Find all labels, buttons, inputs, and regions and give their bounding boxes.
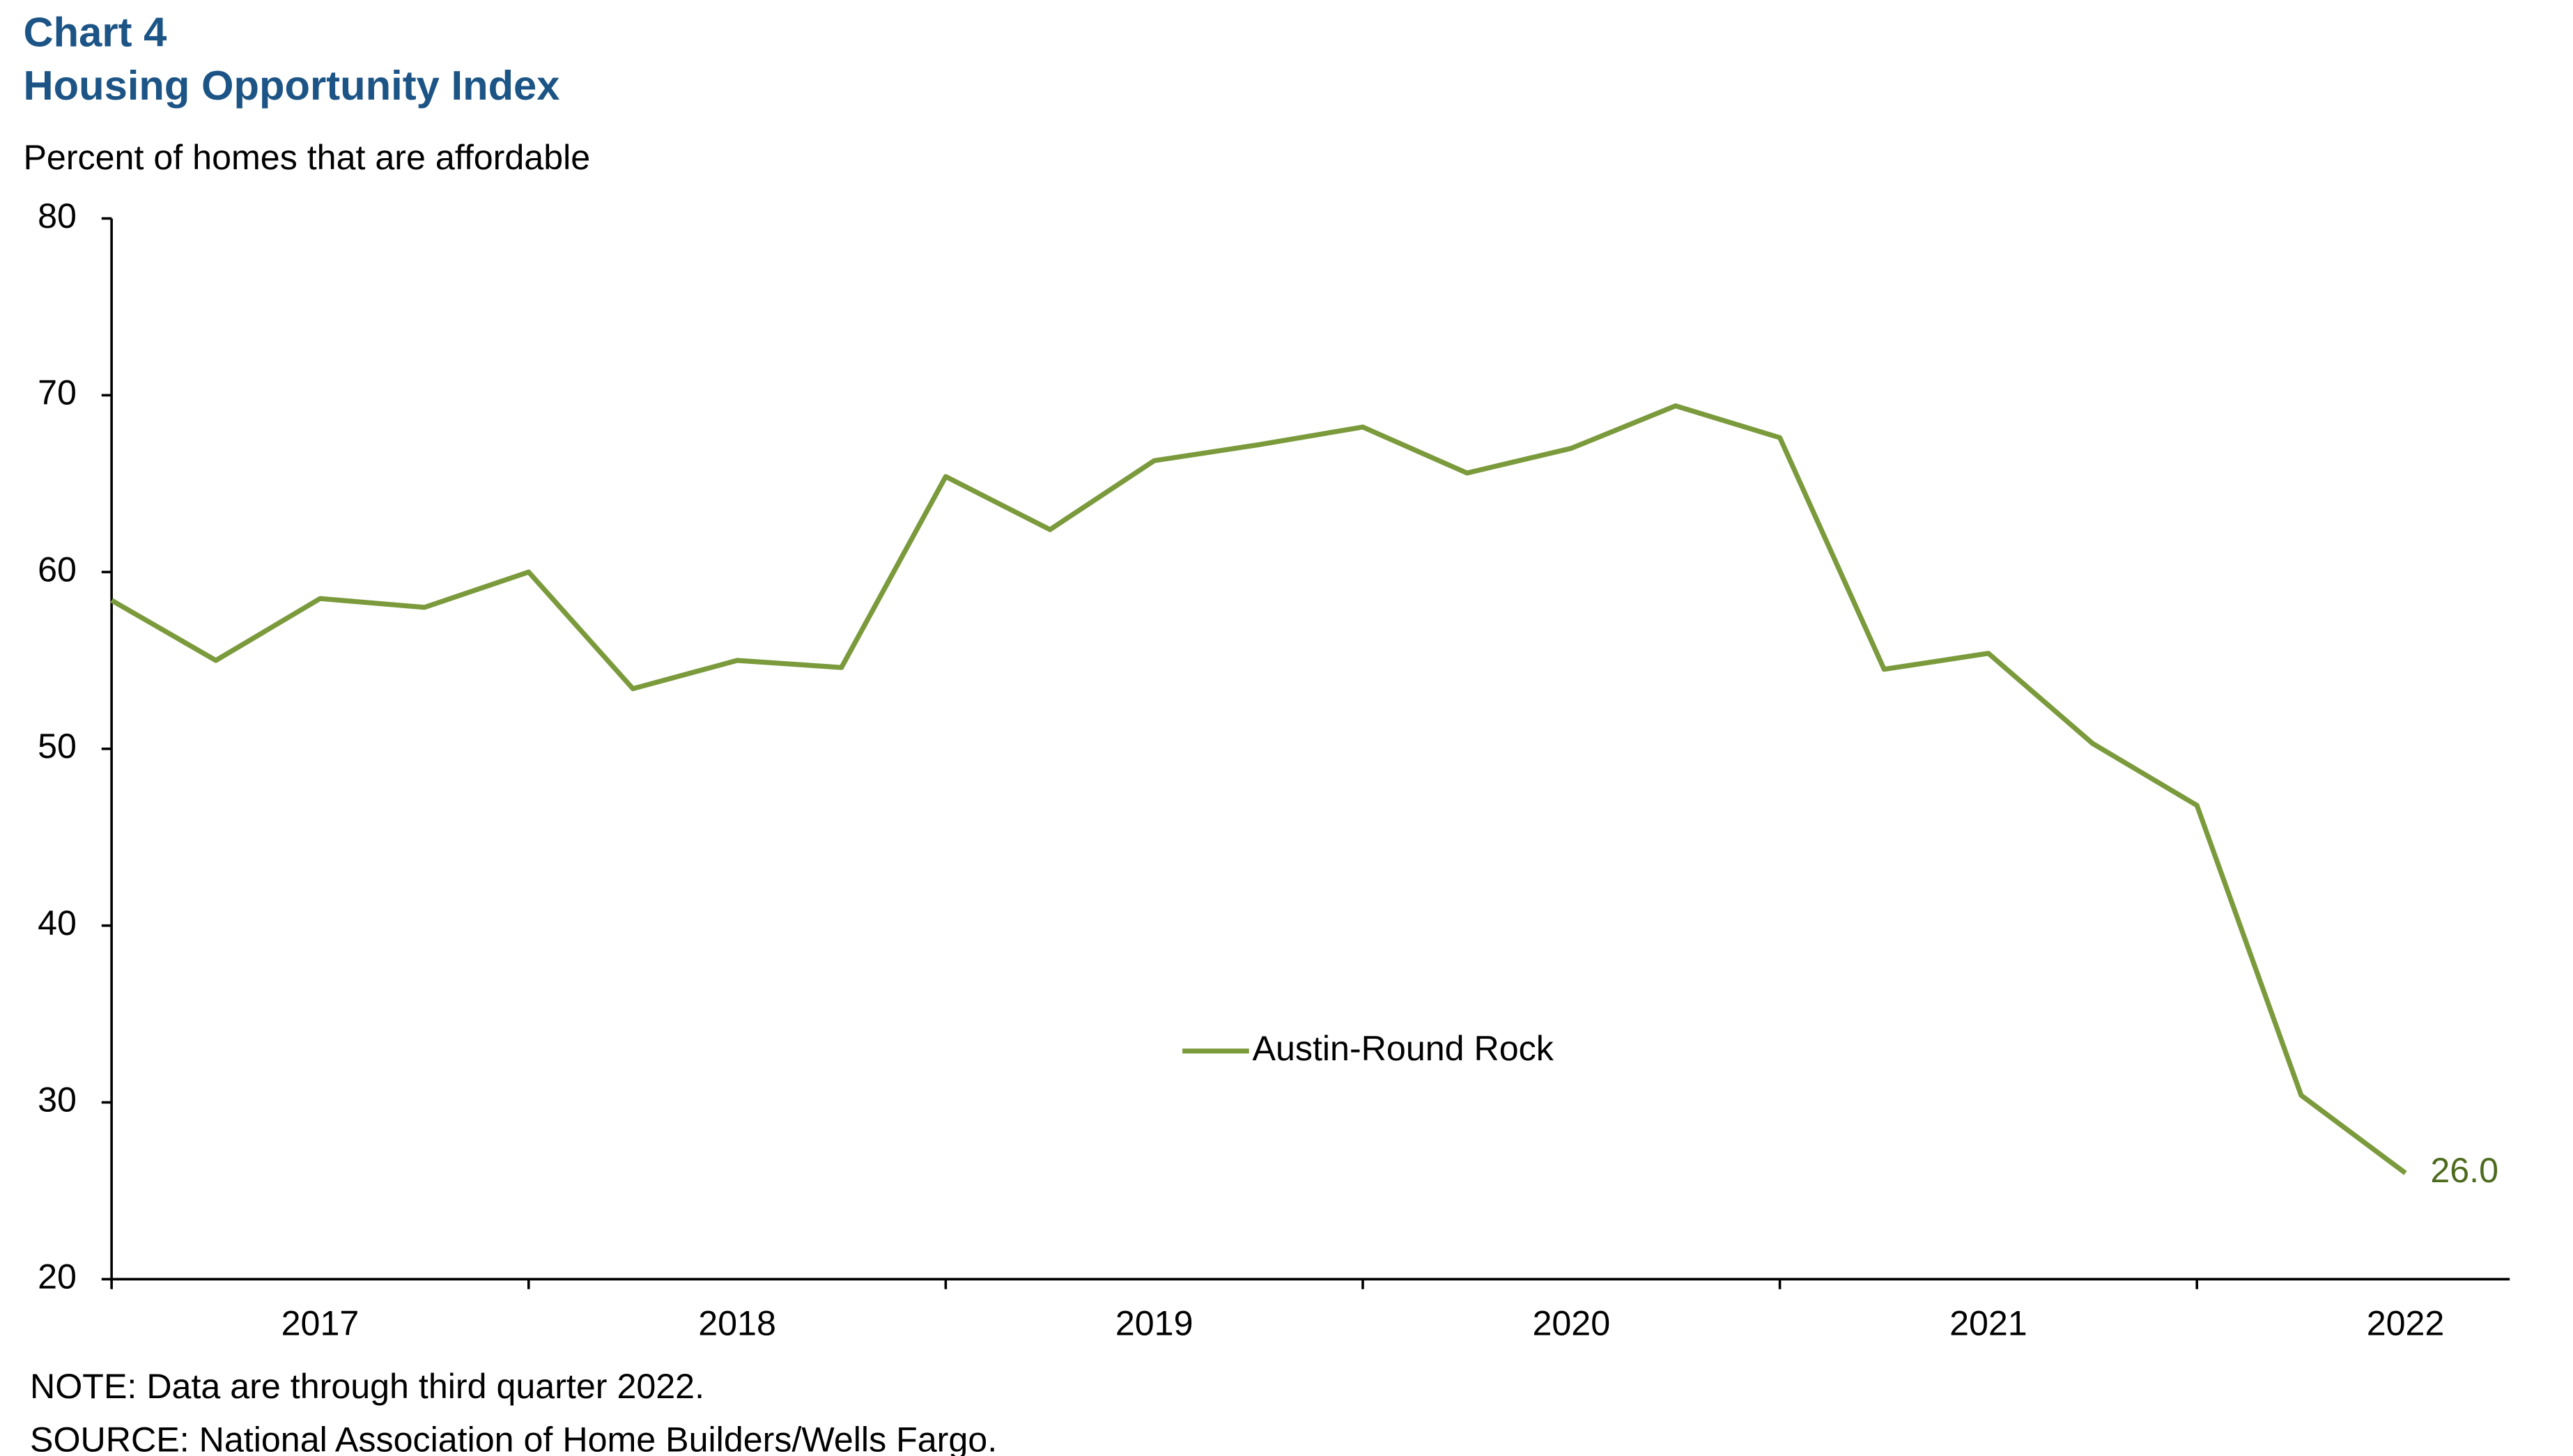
x-tick-label: 2018 xyxy=(698,1303,776,1342)
value-label: 26.0 xyxy=(2430,1151,2498,1190)
source: SOURCE: National Association of Home Bui… xyxy=(30,1420,997,1456)
x-tick-label: 2019 xyxy=(1115,1303,1193,1342)
note: NOTE: Data are through third quarter 202… xyxy=(30,1367,704,1406)
y-tick-label: 70 xyxy=(38,373,77,412)
y-tick-label: 30 xyxy=(38,1081,77,1120)
x-tick-label: 2021 xyxy=(1949,1303,2027,1342)
x-tick-label: 2017 xyxy=(281,1303,360,1342)
y-tick-label: 20 xyxy=(38,1257,77,1296)
legend-label: Austin-Round Rock xyxy=(1252,1029,1554,1068)
chart-title: Housing Opportunity Index xyxy=(23,62,559,109)
line xyxy=(110,403,2407,1175)
y-tick-label: 40 xyxy=(38,904,77,943)
x-tick-label: 2020 xyxy=(1532,1303,1610,1342)
y-tick-label: 60 xyxy=(38,550,77,589)
y-tick-label: 50 xyxy=(38,727,77,766)
x-tick-label: 2022 xyxy=(2367,1303,2445,1342)
y-axis-label: Percent of homes that are affordable xyxy=(23,138,590,177)
y-tick-label: 80 xyxy=(38,196,77,235)
chart-label: Chart 4 xyxy=(23,8,167,55)
